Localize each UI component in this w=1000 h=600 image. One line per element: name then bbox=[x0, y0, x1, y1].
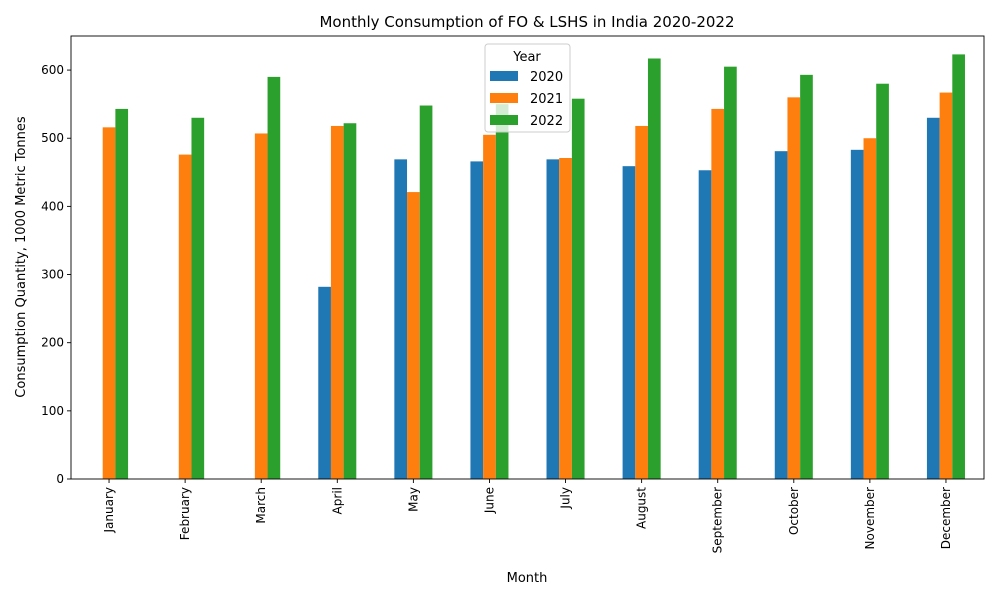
x-tick-label-june: June bbox=[482, 487, 496, 514]
y-tick-label: 600 bbox=[41, 63, 64, 77]
legend-swatch-2022 bbox=[490, 115, 518, 125]
legend-label-2021: 2021 bbox=[530, 92, 563, 107]
bar-2021-september bbox=[711, 108, 725, 480]
y-axis-label: Consumption Quantity, 1000 Metric Tonnes bbox=[14, 116, 29, 398]
bar-2022-november bbox=[876, 83, 889, 480]
bar-2020-june bbox=[470, 161, 484, 479]
y-axis-ticks: 0 100 200 300 400 500 600 bbox=[41, 63, 71, 486]
x-tick-label-january: January bbox=[102, 487, 116, 534]
bar-2021-june bbox=[483, 134, 496, 479]
bar-2022-january bbox=[115, 108, 129, 480]
x-tick-label-september: September bbox=[711, 487, 725, 553]
bar-2020-december bbox=[926, 117, 940, 479]
bar-2022-june bbox=[495, 104, 509, 480]
bar-2021-november bbox=[863, 138, 877, 480]
x-tick-label-february: February bbox=[178, 487, 192, 540]
legend-swatch-2021 bbox=[490, 93, 518, 103]
bar-2022-february bbox=[191, 117, 205, 479]
x-tick-label-may: May bbox=[406, 487, 420, 512]
bar-2021-february bbox=[178, 154, 192, 479]
bars-layer bbox=[102, 54, 965, 480]
legend-label-2022: 2022 bbox=[530, 114, 563, 129]
legend: Year 2020 2021 2022 bbox=[484, 43, 571, 133]
chart-title: Monthly Consumption of FO & LSHS in Indi… bbox=[319, 13, 734, 31]
legend-title: Year bbox=[512, 50, 541, 65]
bar-2021-april bbox=[330, 125, 344, 480]
bar-2021-may bbox=[407, 192, 420, 479]
bar-2022-may bbox=[419, 105, 433, 480]
x-tick-label-august: August bbox=[635, 487, 649, 529]
bar-2022-august bbox=[647, 58, 661, 480]
bar-2020-april bbox=[318, 286, 331, 479]
bar-2022-december bbox=[952, 54, 965, 480]
legend-label-2020: 2020 bbox=[530, 70, 563, 85]
y-tick-label: 400 bbox=[41, 199, 64, 213]
bar-2020-july bbox=[546, 159, 560, 480]
legend-frame bbox=[484, 43, 571, 133]
bar-2021-january bbox=[102, 127, 116, 479]
bar-2022-september bbox=[724, 66, 737, 480]
y-tick-label: 0 bbox=[56, 472, 64, 486]
bar-2021-august bbox=[635, 125, 648, 480]
legend-swatch-2020 bbox=[490, 71, 518, 81]
y-tick-label: 100 bbox=[41, 404, 64, 418]
x-tick-label-december: December bbox=[939, 487, 953, 549]
bar-2020-october bbox=[774, 151, 788, 479]
bar-2022-july bbox=[571, 98, 585, 479]
bar-2022-march bbox=[267, 76, 281, 479]
bar-2020-september bbox=[698, 170, 712, 479]
y-tick-label: 300 bbox=[41, 268, 64, 282]
y-tick-label: 200 bbox=[41, 336, 64, 350]
x-tick-label-march: March bbox=[254, 487, 268, 524]
x-axis-label: Month bbox=[507, 571, 548, 586]
bar-2020-may bbox=[394, 159, 408, 480]
bar-2022-october bbox=[800, 74, 813, 479]
bar-2020-august bbox=[622, 166, 636, 480]
bar-2020-november bbox=[850, 149, 864, 479]
x-tick-label-april: April bbox=[330, 487, 344, 514]
y-tick-label: 500 bbox=[41, 131, 64, 145]
bar-2021-december bbox=[939, 92, 953, 479]
plot-area-frame bbox=[70, 35, 985, 480]
bar-2021-march bbox=[254, 133, 268, 479]
x-tick-label-november: November bbox=[863, 487, 877, 549]
bar-2021-july bbox=[559, 158, 572, 479]
bar-2021-october bbox=[787, 97, 801, 479]
x-tick-label-october: October bbox=[787, 487, 801, 535]
bar-2022-april bbox=[343, 123, 357, 480]
x-tick-label-july: July bbox=[559, 487, 573, 510]
x-axis-ticks: January February March April May June July Augu… bbox=[102, 479, 953, 553]
